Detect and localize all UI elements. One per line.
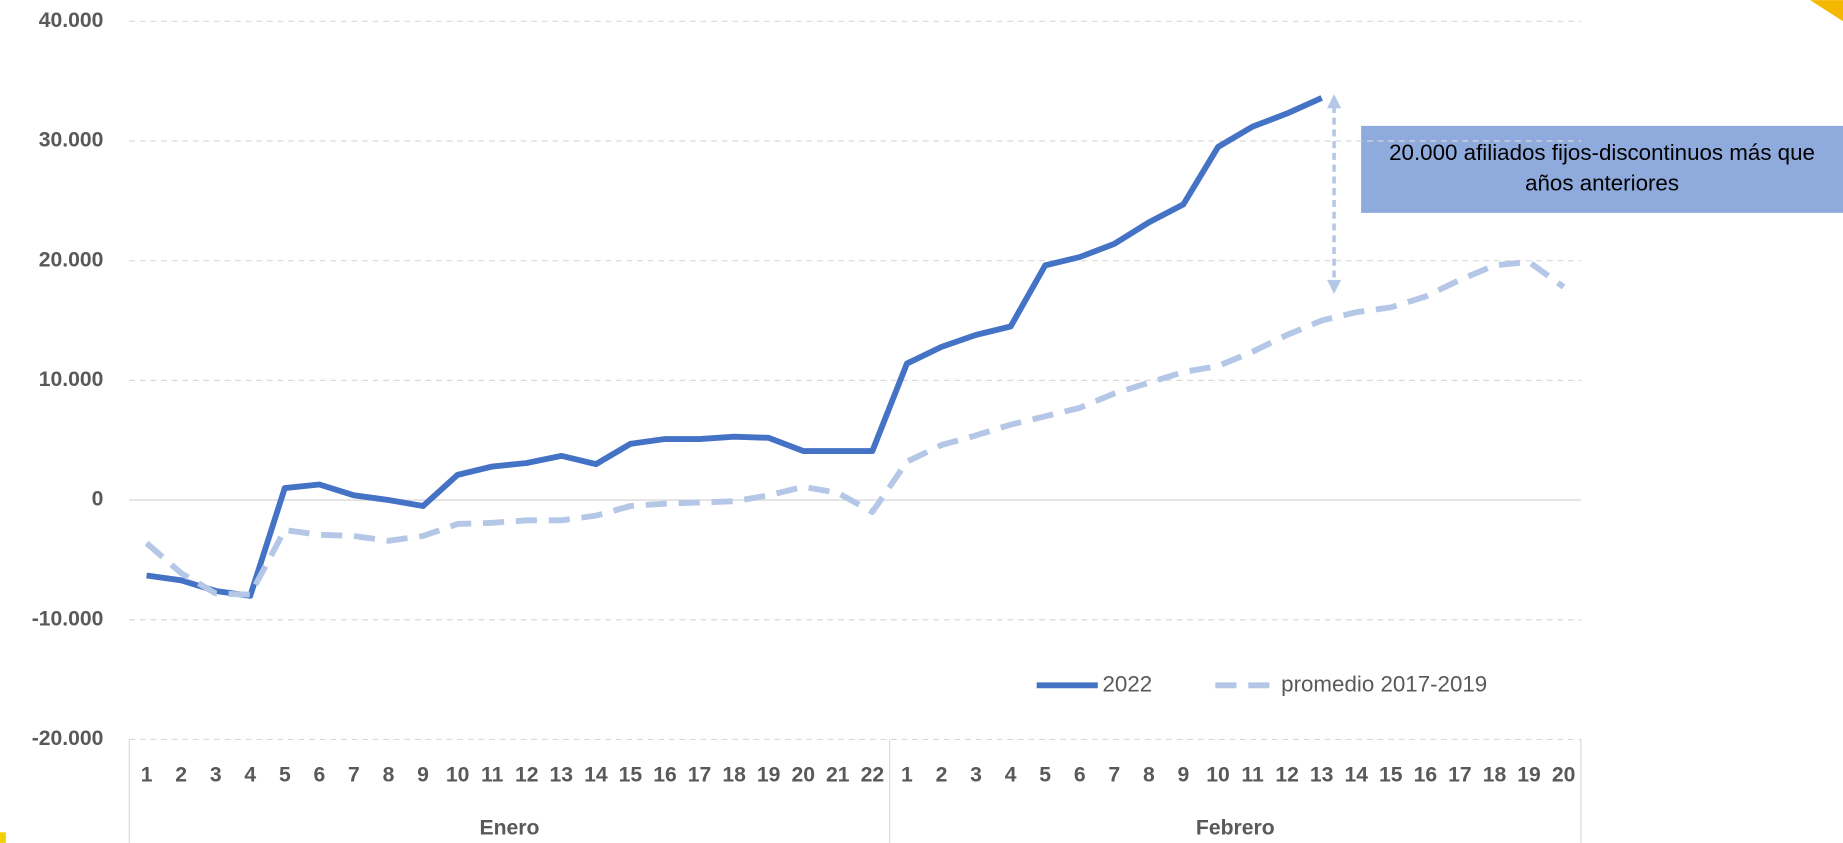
y-tick-label: 20.000 [39, 248, 104, 271]
y-tick-label: 30.000 [39, 129, 104, 152]
arrow-head [1327, 94, 1342, 109]
x-tick-label: 10 [446, 763, 470, 786]
legend-label: 2022 [1103, 671, 1153, 696]
x-tick-label: 10 [1206, 763, 1230, 786]
x-tick-label: 19 [757, 763, 781, 786]
x-tick-label: 1 [901, 763, 913, 786]
group-label: Enero [480, 816, 540, 839]
x-tick-label: 5 [1039, 763, 1051, 786]
x-tick-label: 20 [791, 763, 815, 786]
x-tick-label: 12 [1275, 763, 1299, 786]
x-tick-label: 7 [348, 763, 360, 786]
x-tick-label: 22 [861, 763, 885, 786]
x-tick-label: 17 [1448, 763, 1472, 786]
x-tick-label: 13 [1310, 763, 1334, 786]
x-tick-label: 8 [383, 763, 395, 786]
x-tick-label: 2 [175, 763, 187, 786]
corner-decoration [0, 832, 6, 843]
y-tick-label: -10.000 [32, 607, 104, 630]
plot: -20.000 -10.000 0 10.000 20.000 30.000 40.000 1… [32, 9, 1582, 843]
x-tick-label: 19 [1517, 763, 1541, 786]
x-tick-label: 14 [584, 763, 608, 786]
x-tick-label: 6 [1074, 763, 1086, 786]
legend-label: promedio 2017-2019 [1281, 671, 1487, 696]
x-tick-label: 11 [481, 763, 504, 786]
x-tick-label: 4 [244, 763, 256, 786]
x-tick-label: 5 [279, 763, 291, 786]
x-tick-label: 9 [417, 763, 429, 786]
x-tick-label: 12 [515, 763, 539, 786]
y-tick-label: 10.000 [39, 368, 104, 391]
x-tick-label: 6 [313, 763, 325, 786]
x-tick-label: 20 [1552, 763, 1576, 786]
x-tick-label: 7 [1108, 763, 1120, 786]
x-tick-label: 15 [1379, 763, 1403, 786]
group-label: Febrero [1196, 816, 1275, 839]
x-tick-label: 13 [550, 763, 574, 786]
y-tick-label: -20.000 [32, 727, 104, 750]
x-tick-label: 8 [1143, 763, 1155, 786]
y-tick-label: 40.000 [39, 9, 104, 32]
x-tick-label: 1 [141, 763, 153, 786]
corner-decoration [1810, 0, 1843, 22]
x-tick-label: 2 [936, 763, 948, 786]
annotation-holder: 20.000 afiliados fijos-discontinuos más … [1389, 141, 1815, 197]
arrow-head [1327, 279, 1342, 294]
x-tick-label: 3 [210, 763, 222, 786]
x-tick-label: 9 [1178, 763, 1190, 786]
y-tick-label: 0 [92, 488, 104, 511]
x-tick-label: 3 [970, 763, 982, 786]
x-tick-label: 18 [1483, 763, 1507, 786]
x-tick-label: 4 [1005, 763, 1017, 786]
series-line [144, 258, 1566, 598]
series-line [146, 95, 1323, 599]
x-tick-label: 15 [619, 763, 643, 786]
x-tick-label: 11 [1241, 763, 1264, 786]
x-tick-label: 16 [653, 763, 677, 786]
x-tick-label: 18 [722, 763, 746, 786]
x-tick-label: 14 [1344, 763, 1368, 786]
x-tick-label: 17 [688, 763, 712, 786]
annotation: 20.000 afiliados fijos-discontinuos más … [1389, 141, 1815, 197]
x-tick-label: 21 [826, 763, 850, 786]
x-tick-label: 16 [1414, 763, 1438, 786]
